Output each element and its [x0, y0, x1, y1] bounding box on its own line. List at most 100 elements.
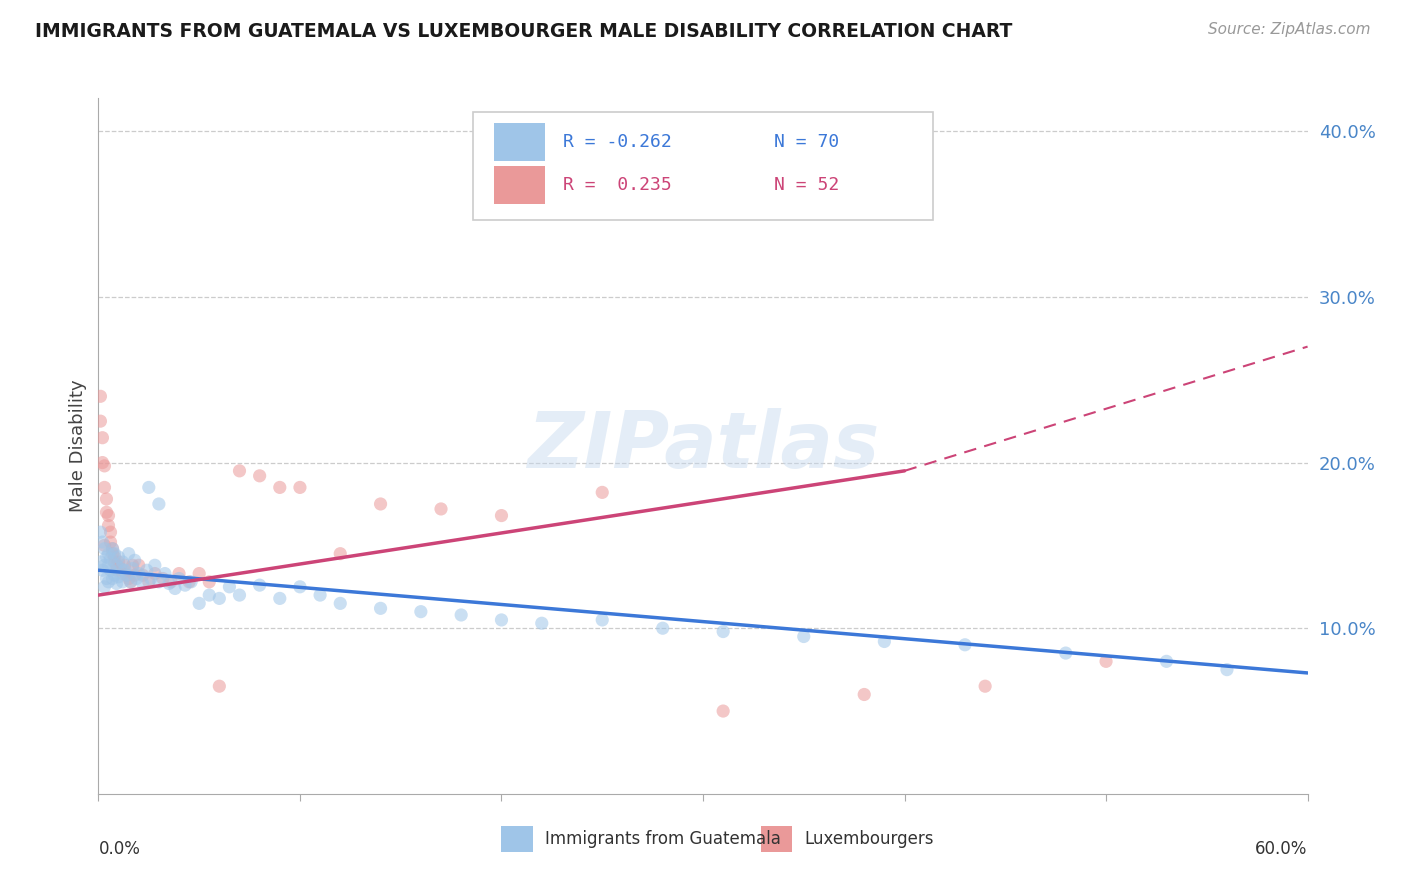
Text: R =  0.235: R = 0.235: [562, 176, 672, 194]
Point: [118, 572, 141, 586]
Point: [121, 561, 143, 575]
Point: [105, 563, 128, 577]
Point: [288, 580, 311, 594]
Point: [148, 497, 170, 511]
Point: [124, 568, 146, 582]
Point: [100, 563, 122, 577]
Point: [409, 605, 432, 619]
Point: [269, 480, 291, 494]
Point: [111, 555, 134, 569]
Point: [91, 456, 114, 470]
Point: [132, 568, 155, 582]
Point: [953, 638, 976, 652]
Point: [167, 572, 190, 586]
Point: [89, 555, 111, 569]
Point: [651, 621, 673, 635]
Point: [97, 558, 120, 573]
Point: [228, 588, 250, 602]
Point: [208, 679, 231, 693]
Text: N = 70: N = 70: [775, 133, 839, 151]
Point: [105, 558, 128, 573]
Point: [97, 518, 120, 533]
Point: [97, 574, 120, 589]
FancyBboxPatch shape: [761, 826, 793, 853]
Point: [96, 549, 118, 564]
Point: [1216, 663, 1239, 677]
Point: [100, 551, 122, 566]
Point: [93, 458, 115, 473]
Point: [329, 547, 352, 561]
Point: [249, 468, 271, 483]
Point: [873, 634, 896, 648]
Point: [974, 679, 997, 693]
Point: [167, 566, 190, 581]
Point: [177, 574, 201, 589]
FancyBboxPatch shape: [494, 166, 544, 204]
Point: [269, 591, 291, 606]
Point: [157, 576, 180, 591]
Point: [103, 549, 125, 564]
Point: [793, 630, 815, 644]
Point: [329, 596, 352, 610]
Point: [107, 549, 129, 564]
Point: [228, 464, 250, 478]
Point: [249, 578, 271, 592]
Point: [103, 568, 125, 582]
Point: [114, 558, 136, 573]
FancyBboxPatch shape: [474, 112, 932, 220]
Point: [139, 572, 162, 586]
Point: [124, 553, 146, 567]
Point: [591, 485, 613, 500]
Point: [128, 566, 150, 581]
Point: [101, 547, 124, 561]
Point: [163, 582, 186, 596]
Point: [1156, 654, 1178, 668]
Point: [208, 591, 231, 606]
Point: [132, 576, 155, 591]
Point: [288, 480, 311, 494]
Point: [93, 480, 115, 494]
Point: [100, 535, 122, 549]
Point: [111, 574, 134, 589]
Point: [530, 616, 553, 631]
Point: [101, 572, 124, 586]
Point: [188, 596, 211, 610]
Point: [115, 568, 138, 582]
Point: [93, 538, 115, 552]
Text: ZIPatlas: ZIPatlas: [527, 408, 879, 484]
Text: Luxembourgers: Luxembourgers: [804, 830, 934, 848]
Point: [97, 508, 120, 523]
Point: [93, 558, 115, 573]
Point: [89, 525, 111, 540]
Point: [180, 574, 202, 589]
Point: [114, 563, 136, 577]
Point: [198, 588, 221, 602]
Point: [138, 480, 160, 494]
FancyBboxPatch shape: [501, 826, 533, 853]
Point: [711, 624, 734, 639]
Point: [160, 574, 183, 589]
Point: [143, 566, 166, 581]
Point: [103, 547, 125, 561]
Point: [218, 580, 240, 594]
Point: [105, 558, 128, 573]
Text: Source: ZipAtlas.com: Source: ZipAtlas.com: [1208, 22, 1371, 37]
Point: [120, 574, 142, 589]
Y-axis label: Male Disability: Male Disability: [69, 380, 87, 512]
Text: N = 52: N = 52: [775, 176, 839, 194]
Text: R = -0.262: R = -0.262: [562, 133, 672, 151]
Point: [198, 574, 221, 589]
Point: [93, 580, 115, 594]
Point: [1095, 654, 1118, 668]
Point: [97, 547, 120, 561]
Point: [1054, 646, 1077, 660]
Point: [105, 576, 128, 591]
Point: [96, 572, 118, 586]
Point: [91, 535, 114, 549]
Point: [89, 414, 111, 428]
Text: Immigrants from Guatemala: Immigrants from Guatemala: [544, 830, 780, 848]
Text: 0.0%: 0.0%: [98, 840, 141, 858]
Point: [174, 578, 197, 592]
Point: [101, 541, 124, 556]
Point: [853, 688, 876, 702]
